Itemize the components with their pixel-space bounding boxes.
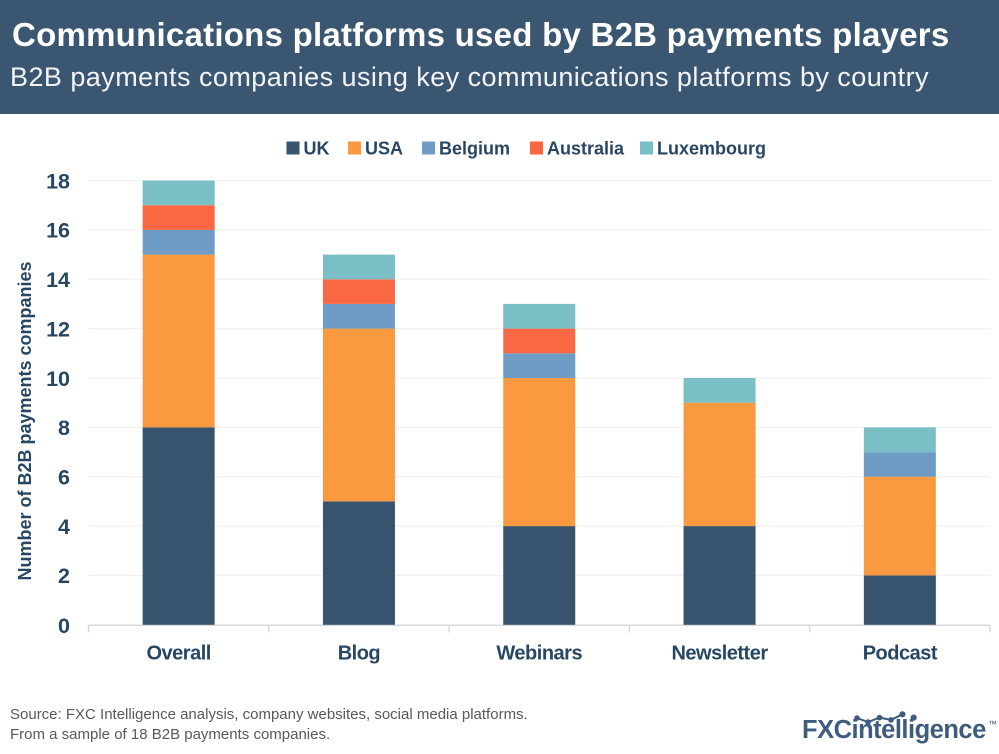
svg-text:18: 18: [46, 169, 70, 193]
svg-text:8: 8: [58, 416, 70, 440]
svg-text:6: 6: [58, 466, 70, 490]
svg-text:Luxembourg: Luxembourg: [657, 139, 766, 159]
svg-text:16: 16: [46, 219, 70, 243]
svg-text:Podcast: Podcast: [863, 643, 938, 665]
svg-text:4: 4: [58, 515, 70, 539]
svg-text:Number of B2B payments compani: Number of B2B payments companies: [15, 261, 35, 580]
svg-text:UK: UK: [304, 139, 330, 159]
svg-text:10: 10: [46, 367, 70, 391]
svg-text:14: 14: [46, 268, 70, 292]
svg-text:Overall: Overall: [146, 643, 210, 665]
svg-text:Blog: Blog: [338, 643, 380, 665]
svg-text:Newsletter: Newsletter: [671, 643, 768, 665]
svg-text:Webinars: Webinars: [496, 643, 582, 665]
svg-text:2: 2: [58, 564, 70, 588]
svg-text:0: 0: [58, 614, 70, 638]
svg-text:12: 12: [46, 317, 70, 341]
svg-text:USA: USA: [365, 139, 403, 159]
svg-text:Australia: Australia: [547, 139, 625, 159]
svg-text:Belgium: Belgium: [439, 139, 510, 159]
svg-text:FXCintelligence: FXCintelligence: [802, 716, 986, 744]
svg-text:™: ™: [988, 719, 997, 729]
